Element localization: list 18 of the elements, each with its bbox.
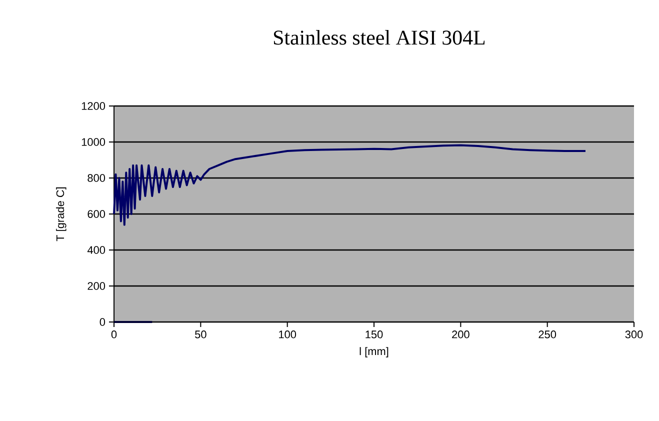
x-tick-label: 100 — [279, 330, 296, 338]
y-tick-label: 200 — [88, 282, 106, 290]
y-tick-label: 0 — [100, 318, 106, 326]
x-tick-label: 50 — [195, 330, 206, 338]
y-tick-label: 600 — [88, 210, 106, 218]
y-tick-label: 1000 — [82, 138, 106, 146]
x-tick-label: 200 — [452, 330, 470, 338]
y-axis-title: T [grade C] — [56, 187, 66, 242]
x-axis-title: l [mm] — [360, 347, 388, 358]
y-tick-label: 800 — [88, 174, 106, 182]
x-tick-label: 0 — [111, 330, 117, 338]
line-series — [113, 144, 586, 226]
y-tick-label: 1200 — [82, 102, 106, 110]
chart-title: Stainless steel AISI 304L — [274, 30, 485, 45]
x-tick-label: 300 — [625, 330, 643, 338]
x-tick-label: 150 — [366, 330, 383, 338]
y-tick-label: 400 — [87, 246, 106, 254]
x-tick-label: 250 — [538, 330, 556, 338]
